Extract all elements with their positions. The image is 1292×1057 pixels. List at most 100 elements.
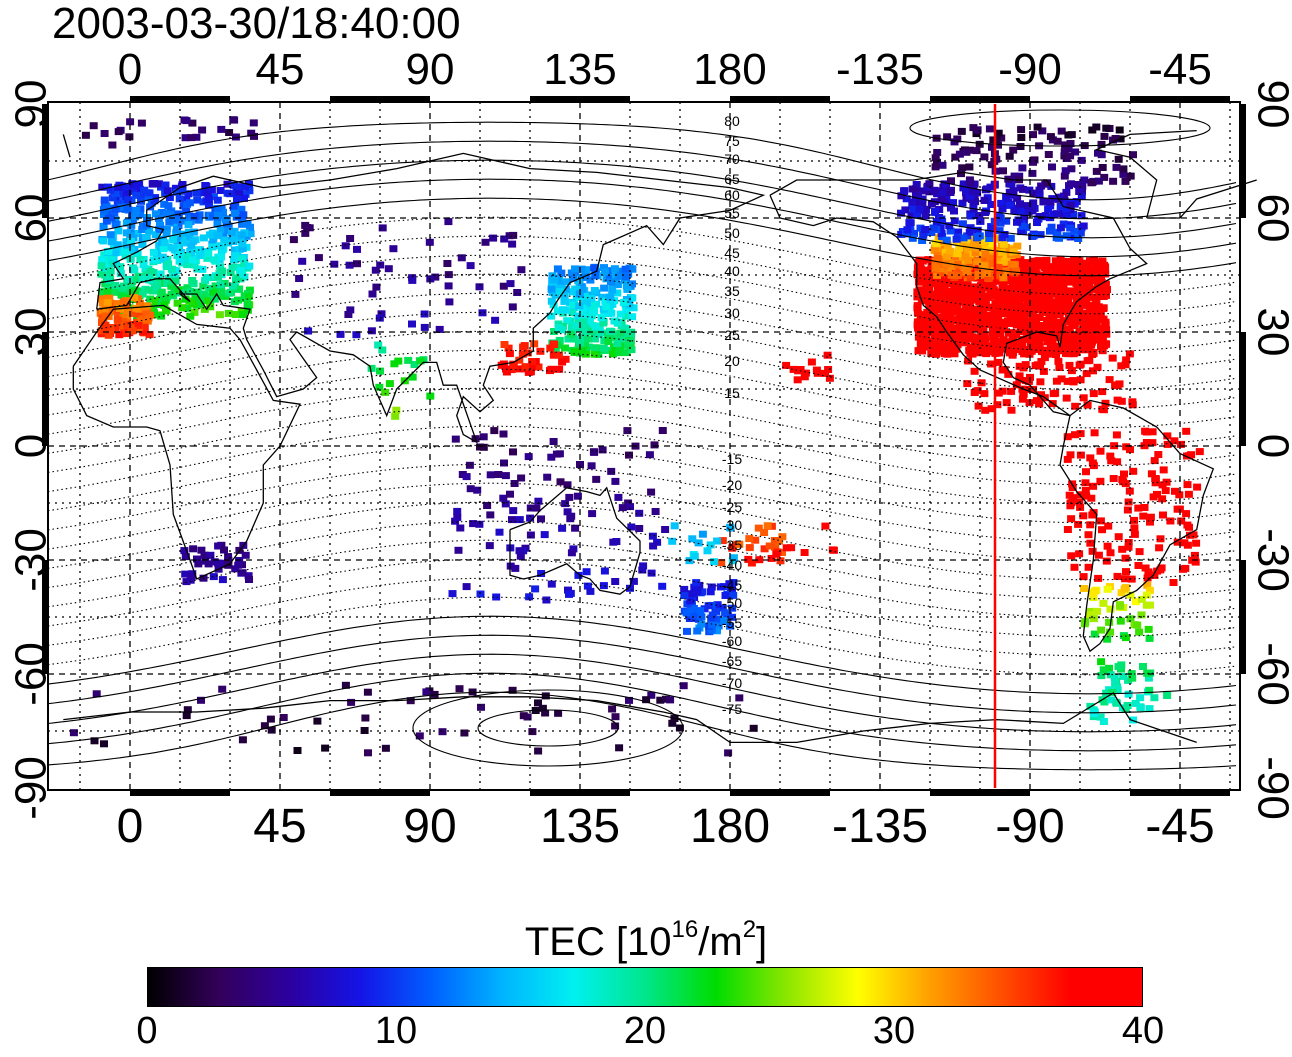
tec-cell: [973, 189, 982, 197]
tec-cell: [163, 187, 172, 195]
tec-cell: [600, 567, 609, 575]
tec-cell: [313, 717, 322, 725]
tec-cell: [516, 552, 525, 560]
tec-cell: [578, 347, 587, 355]
tec-cell: [965, 163, 974, 171]
tec-cell: [518, 350, 527, 358]
tec-cell: [1067, 165, 1076, 173]
tec-cell: [1051, 269, 1060, 277]
tec-cell: [1122, 356, 1131, 364]
tec-cell: [1122, 443, 1131, 451]
tec-cell: [1112, 431, 1121, 439]
contour-polar-north: [909, 109, 1211, 147]
tec-cell: [590, 335, 599, 343]
colorbar-tick-label: 0: [136, 1010, 158, 1052]
tec-cell: [577, 265, 586, 273]
tec-cell: [1101, 280, 1110, 288]
tec-cell: [1007, 304, 1016, 311]
tec-cell: [1021, 281, 1030, 289]
tec-cell: [438, 728, 447, 736]
contour-label: 20: [724, 353, 740, 369]
tec-cell: [987, 201, 996, 208]
tec-cell: [953, 260, 962, 268]
tec-cell: [958, 220, 967, 228]
tec-cell: [1153, 490, 1161, 498]
tec-cell: [686, 606, 695, 613]
tec-cell: [973, 126, 982, 134]
tec-cell: [187, 572, 196, 580]
tec-cell: [229, 181, 238, 189]
tec-cell: [1018, 260, 1027, 268]
tec-cell: [1073, 284, 1082, 292]
tec-cell: [1098, 258, 1107, 266]
tec-cell: [922, 292, 931, 300]
tec-cell: [985, 235, 994, 242]
tec-cell: [1055, 311, 1064, 319]
tec-cell: [952, 235, 961, 243]
tec-cell: [169, 236, 178, 244]
tec-cell: [950, 207, 958, 215]
lon-label-top: -45: [1148, 45, 1212, 94]
tec-cell: [491, 316, 500, 324]
tec-cell: [1056, 224, 1065, 232]
tec-cell: [913, 304, 922, 312]
tec-cell: [404, 356, 413, 364]
tec-cell: [569, 545, 578, 553]
tec-cell: [703, 547, 712, 555]
tec-cell: [291, 290, 300, 298]
tec-cell: [661, 526, 670, 533]
tec-cell: [1102, 124, 1111, 132]
tec-cell: [220, 279, 229, 287]
tec-cell: [157, 288, 166, 296]
contour-polar-south: [477, 709, 619, 747]
tec-cell: [931, 239, 940, 247]
tec-cell: [130, 294, 139, 302]
tec-cell: [515, 547, 524, 555]
tec-cell: [614, 493, 623, 501]
tec-cell: [479, 433, 488, 441]
tec-cell: [190, 261, 199, 269]
tec-cell: [946, 227, 955, 235]
tec-cell: [921, 212, 930, 220]
tec-cell: [1079, 394, 1088, 402]
tec-cell: [1140, 504, 1149, 511]
tec-cell: [202, 274, 211, 282]
tec-cell: [628, 294, 637, 302]
tec-cell: [115, 322, 124, 330]
tec-cell: [451, 435, 460, 443]
tec-cell: [958, 199, 967, 207]
tec-cell: [231, 252, 239, 260]
tec-cell: [1005, 201, 1014, 209]
tec-cell: [183, 253, 192, 261]
tec-cell: [1044, 348, 1053, 356]
tec-cell: [1096, 477, 1105, 485]
tec-cell: [601, 297, 610, 305]
contour-line: [47, 653, 1237, 733]
contour-label: 45: [724, 245, 740, 261]
tec-cell: [968, 346, 977, 354]
tec-cell: [165, 218, 174, 226]
tec-cell: [968, 315, 977, 323]
tec-cell: [1055, 234, 1063, 242]
tec-cell: [974, 345, 983, 353]
tec-cell: [1039, 308, 1048, 316]
tec-cell: [106, 307, 115, 315]
tec-cell: [1054, 284, 1063, 291]
tec-cell: [1081, 294, 1090, 301]
tec-cell: [770, 537, 779, 544]
tec-cell: [607, 278, 615, 286]
tec-cell: [1053, 228, 1062, 236]
tec-cell: [1121, 705, 1130, 713]
tec-cell: [554, 351, 563, 359]
contour-line: [47, 425, 1237, 505]
tec-cell: [680, 592, 689, 600]
tec-cell: [602, 303, 611, 311]
tec-cell: [420, 310, 429, 318]
tec-cell: [942, 304, 951, 312]
tec-cell: [371, 266, 380, 274]
tec-cell: [800, 373, 809, 381]
lat-label-right: 30: [1248, 308, 1292, 357]
tec-cell: [209, 236, 218, 244]
tec-cell: [1005, 320, 1014, 327]
tec-cell: [1081, 479, 1090, 487]
